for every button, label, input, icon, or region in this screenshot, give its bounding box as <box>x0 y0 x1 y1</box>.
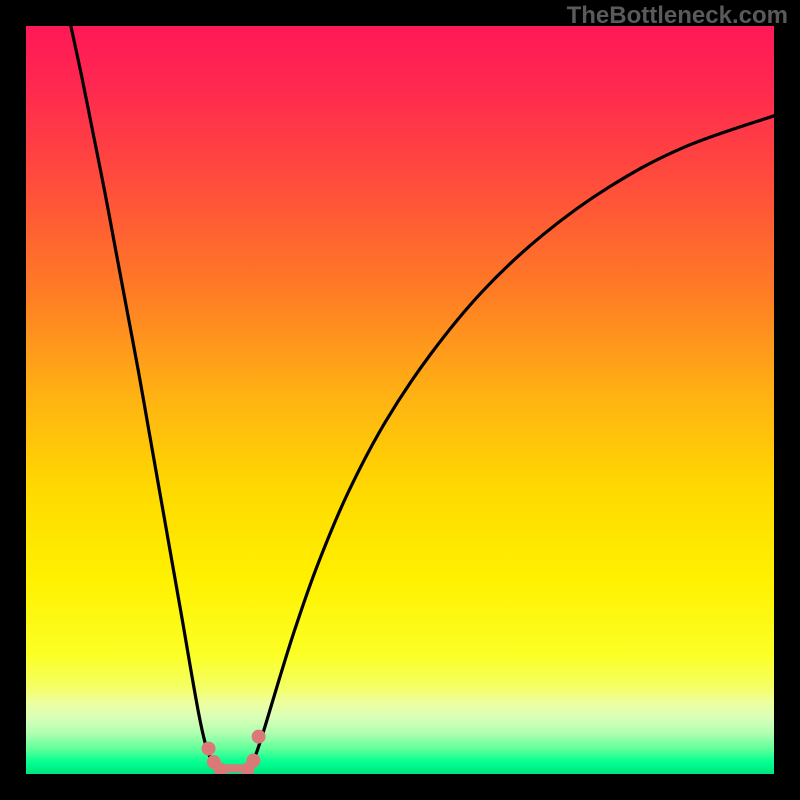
plot-area <box>26 26 774 774</box>
curve-left <box>71 26 222 772</box>
curve-right <box>247 116 774 772</box>
valley-dot <box>246 754 260 768</box>
chart-svg <box>26 26 774 774</box>
valley-dot <box>252 730 266 744</box>
watermark-label: TheBottleneck.com <box>567 2 788 30</box>
valley-dot <box>202 742 216 756</box>
